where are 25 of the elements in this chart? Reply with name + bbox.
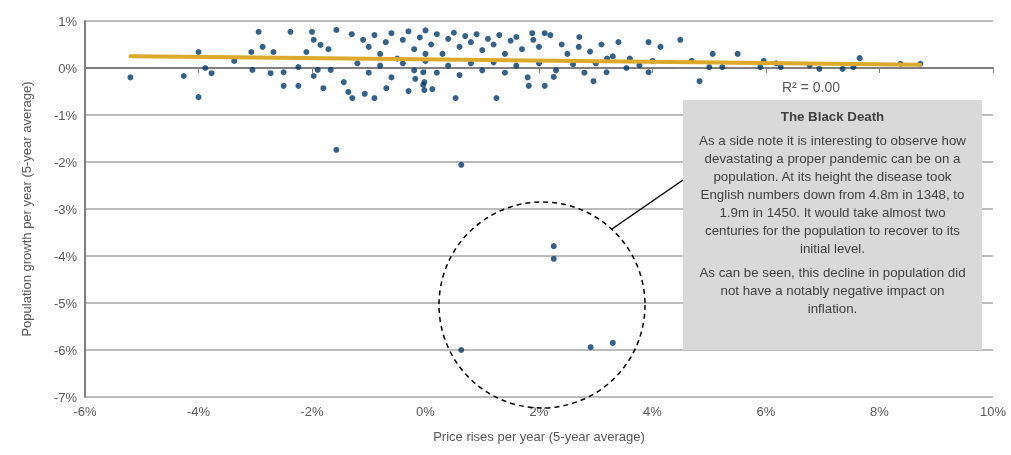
y-tick-label: -3% <box>53 201 78 217</box>
y-axis-title: Population growth per year (5-year average) <box>19 81 34 337</box>
x-tick-label: 4% <box>643 404 663 419</box>
y-tick-label: -4% <box>53 248 78 264</box>
y-tick-label: -2% <box>53 154 78 170</box>
annotation: R² = 0.00 <box>782 79 840 95</box>
x-tick-label: 6% <box>756 404 776 419</box>
annotation: As a side note it is interesting to observe how devastating a proper pandemic can be on a population. At its height the disease took English numbers down from 4.8m in 1348, to 1.9m in 1450. It would take almost two centuries for the population to recover to its initial level. <box>698 132 967 258</box>
x-tick-label: 2% <box>529 404 549 419</box>
y-tick-label: -5% <box>53 295 78 311</box>
x-tick-label: -4% <box>186 404 211 419</box>
x-tick-label: 10% <box>979 404 1007 419</box>
x-axis-title: Price rises per year (5-year average) <box>433 429 645 444</box>
x-tick-label: -2% <box>300 404 324 419</box>
x-tick-label: -6% <box>73 404 97 419</box>
y-tick-label: 1% <box>58 13 78 29</box>
annotation: The Black Death <box>779 108 886 126</box>
y-tick-label: -6% <box>53 342 78 358</box>
y-tick-label: -7% <box>53 389 78 405</box>
x-tick-label: 0% <box>416 404 436 419</box>
note-panel: The Black Death As a side note it is interesting to observe how devastating a proper pandemic can be on a population. At its height the disease took English numbers down from 4.8m in 1348, to 1.9m in 1450. It would take almost two centuries for the population to recover to its initial level. As can be seen, this decline in population did not have a notably negative impact on inflation. <box>683 100 982 350</box>
y-tick-label: -1% <box>53 107 78 123</box>
annotation: As can be seen, this decline in population did not have a notably negative impact on inflation. <box>698 264 967 318</box>
x-tick-label: 8% <box>870 404 890 419</box>
y-tick-label: 0% <box>58 60 78 76</box>
